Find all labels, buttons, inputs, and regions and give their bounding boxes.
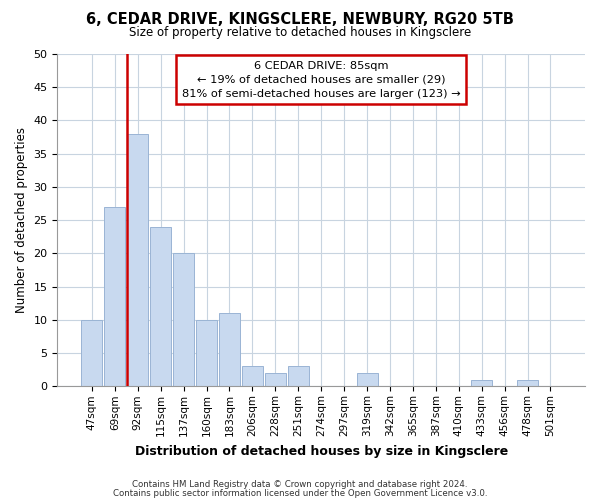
Bar	[288, 366, 309, 386]
Text: Contains HM Land Registry data © Crown copyright and database right 2024.: Contains HM Land Registry data © Crown c…	[132, 480, 468, 489]
Bar	[471, 380, 492, 386]
Text: 6, CEDAR DRIVE, KINGSCLERE, NEWBURY, RG20 5TB: 6, CEDAR DRIVE, KINGSCLERE, NEWBURY, RG2…	[86, 12, 514, 28]
Bar	[219, 314, 240, 386]
Bar	[173, 254, 194, 386]
Bar	[517, 380, 538, 386]
Bar	[150, 227, 171, 386]
Bar	[127, 134, 148, 386]
Text: 6 CEDAR DRIVE: 85sqm
← 19% of detached houses are smaller (29)
81% of semi-detac: 6 CEDAR DRIVE: 85sqm ← 19% of detached h…	[182, 60, 461, 98]
X-axis label: Distribution of detached houses by size in Kingsclere: Distribution of detached houses by size …	[134, 444, 508, 458]
Bar	[196, 320, 217, 386]
Bar	[104, 207, 125, 386]
Text: Contains public sector information licensed under the Open Government Licence v3: Contains public sector information licen…	[113, 488, 487, 498]
Bar	[242, 366, 263, 386]
Bar	[356, 373, 377, 386]
Text: Size of property relative to detached houses in Kingsclere: Size of property relative to detached ho…	[129, 26, 471, 39]
Bar	[82, 320, 103, 386]
Bar	[265, 373, 286, 386]
Y-axis label: Number of detached properties: Number of detached properties	[15, 127, 28, 313]
